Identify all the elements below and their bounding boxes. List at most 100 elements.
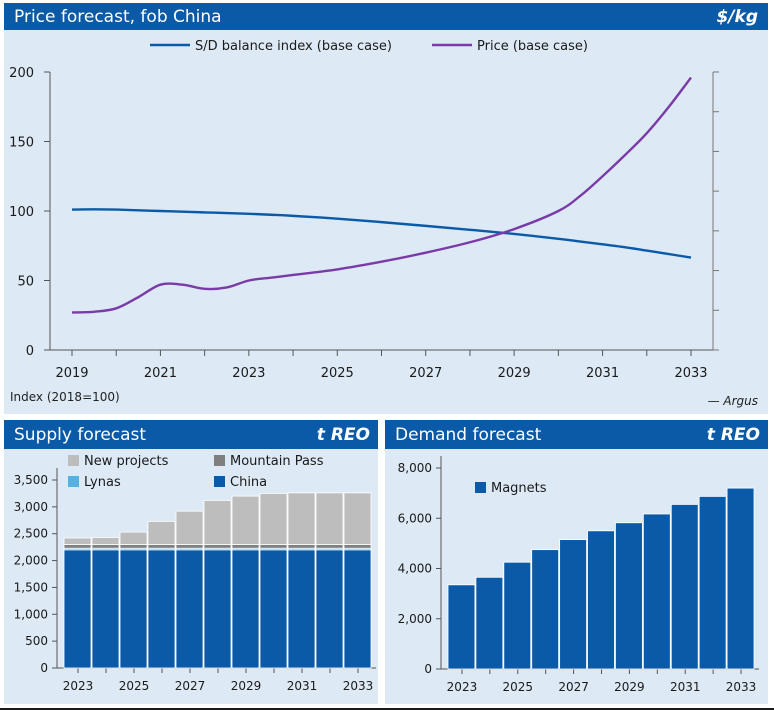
bar-new-projects-2032	[315, 492, 344, 545]
legend-swatch	[214, 455, 225, 466]
bar-mountain-pass-2027	[175, 544, 204, 549]
x-tick-label: 2029	[231, 679, 262, 693]
legend-label: Lynas	[84, 475, 121, 490]
source-note: — Argus	[707, 394, 758, 408]
x-tick-label: 2029	[614, 680, 645, 694]
demand-chart: Magnets 0 2,000 4,000 6,000 8,000 2023 2025 202…	[398, 456, 759, 694]
price-chart: S/D balance index (base case) Price (bas…	[9, 39, 719, 381]
bar-mountain-pass-2024	[91, 544, 120, 549]
x-tick-label: 2031	[586, 366, 619, 381]
bar-magnets-2023	[447, 584, 476, 670]
bar-china-2030	[259, 549, 288, 669]
x-tick-label: 2027	[558, 680, 589, 694]
legend-price-label: Price (base case)	[477, 39, 588, 54]
bar-magnets-2028	[587, 530, 615, 670]
index-note: Index (2018=100)	[10, 390, 120, 404]
supply-chart-unit: t REO	[316, 424, 370, 445]
price-chart-header: Price forecast, fob China $/kg	[4, 3, 768, 30]
y-tick-label: 1,500	[14, 580, 48, 594]
y-tick-label: 1,000	[14, 607, 48, 621]
x-tick-label: 2031	[670, 680, 701, 694]
bar-mountain-pass-2033	[343, 544, 372, 549]
supply-chart: New projects Mountain Pass Lynas China 0 500…	[14, 454, 376, 693]
x-tick-label: 2021	[144, 366, 177, 381]
bottom-rule	[0, 708, 774, 710]
x-tick-label: 2023	[232, 366, 265, 381]
x-tick-label: 2033	[726, 680, 757, 694]
bar-magnets-2026	[531, 549, 560, 670]
bar-china-2032	[315, 549, 344, 669]
y-tick-label: 0	[40, 661, 48, 675]
x-tick-label: 2027	[175, 679, 206, 693]
y-tick-label: 2,000	[398, 612, 432, 626]
bar-china-2027	[175, 549, 204, 669]
x-tick-label: 2023	[447, 680, 478, 694]
bar-china-2033	[343, 549, 372, 669]
y-tick-label: 6,000	[398, 511, 432, 525]
x-tick-label: 2027	[409, 366, 442, 381]
bar-china-2026	[147, 549, 176, 669]
bar-new-projects-2024	[91, 537, 120, 545]
bar-new-projects-2026	[147, 520, 176, 545]
price-chart-title: Price forecast, fob China	[14, 6, 222, 27]
y-tick-label: 0	[424, 662, 432, 676]
y-tick-label: 500	[25, 634, 48, 648]
y-tick-label: 2,500	[14, 527, 48, 541]
bar-new-projects-2033	[343, 492, 372, 545]
supply-chart-title: Supply forecast	[14, 424, 147, 445]
y-tick-label: 50	[17, 275, 34, 290]
y-tick-label: 8,000	[398, 461, 432, 475]
bar-magnets-2033	[726, 487, 755, 670]
y-tick-label: 3,000	[14, 500, 48, 514]
legend-swatch	[68, 455, 79, 466]
demand-chart-title: Demand forecast	[395, 424, 542, 445]
bar-new-projects-2025	[119, 531, 148, 545]
demand-chart-header: Demand forecast t REO	[385, 420, 768, 449]
legend-swatch	[214, 476, 225, 487]
y-tick-label: 4,000	[398, 562, 432, 576]
x-tick-label: 2029	[498, 366, 531, 381]
bar-china-2025	[119, 549, 148, 669]
x-tick-label: 2025	[502, 680, 533, 694]
x-tick-label: 2031	[287, 679, 318, 693]
bar-new-projects-2030	[259, 493, 288, 545]
legend-label: Magnets	[491, 481, 547, 496]
y-tick-label: 100	[9, 205, 34, 220]
y-tick-label: 3,500	[14, 473, 48, 487]
bar-mountain-pass-2025	[119, 544, 148, 549]
x-tick-label: 2033	[674, 366, 707, 381]
bar-mountain-pass-2023	[63, 544, 92, 549]
y-tick-label: 150	[9, 136, 34, 151]
bar-magnets-2024	[475, 576, 504, 670]
bar-mountain-pass-2028	[203, 544, 232, 549]
bar-mountain-pass-2030	[259, 544, 288, 549]
legend-label: Mountain Pass	[230, 454, 324, 469]
bar-mountain-pass-2026	[147, 544, 176, 549]
x-tick-label: 2023	[63, 679, 94, 693]
legend-sd-label: S/D balance index (base case)	[195, 39, 392, 54]
x-tick-label: 2019	[55, 366, 88, 381]
price-chart-unit: $/kg	[716, 6, 758, 27]
bar-new-projects-2029	[231, 495, 260, 545]
supply-chart-header: Supply forecast t REO	[4, 420, 378, 449]
bar-magnets-2031	[670, 504, 699, 670]
bar-china-2024	[91, 549, 120, 669]
x-tick-label: 2025	[119, 679, 150, 693]
price-line	[71, 76, 692, 314]
bar-new-projects-2027	[175, 510, 204, 545]
bar-china-2029	[231, 549, 260, 669]
x-tick-label: 2025	[321, 366, 354, 381]
x-tick-label: 2033	[343, 679, 374, 693]
y-tick-label: 200	[9, 66, 34, 81]
bar-magnets-2027	[559, 539, 587, 670]
bar-new-projects-2028	[203, 500, 232, 545]
bar-china-2031	[287, 549, 316, 669]
bar-magnets-2030	[642, 513, 671, 670]
legend-label: New projects	[84, 454, 169, 469]
bar-new-projects-2031	[287, 492, 316, 545]
bar-mountain-pass-2031	[287, 544, 316, 549]
sd-balance-line	[71, 208, 692, 259]
bar-mountain-pass-2032	[315, 544, 344, 549]
bar-magnets-2032	[698, 495, 727, 670]
demand-chart-unit: t REO	[706, 424, 760, 445]
